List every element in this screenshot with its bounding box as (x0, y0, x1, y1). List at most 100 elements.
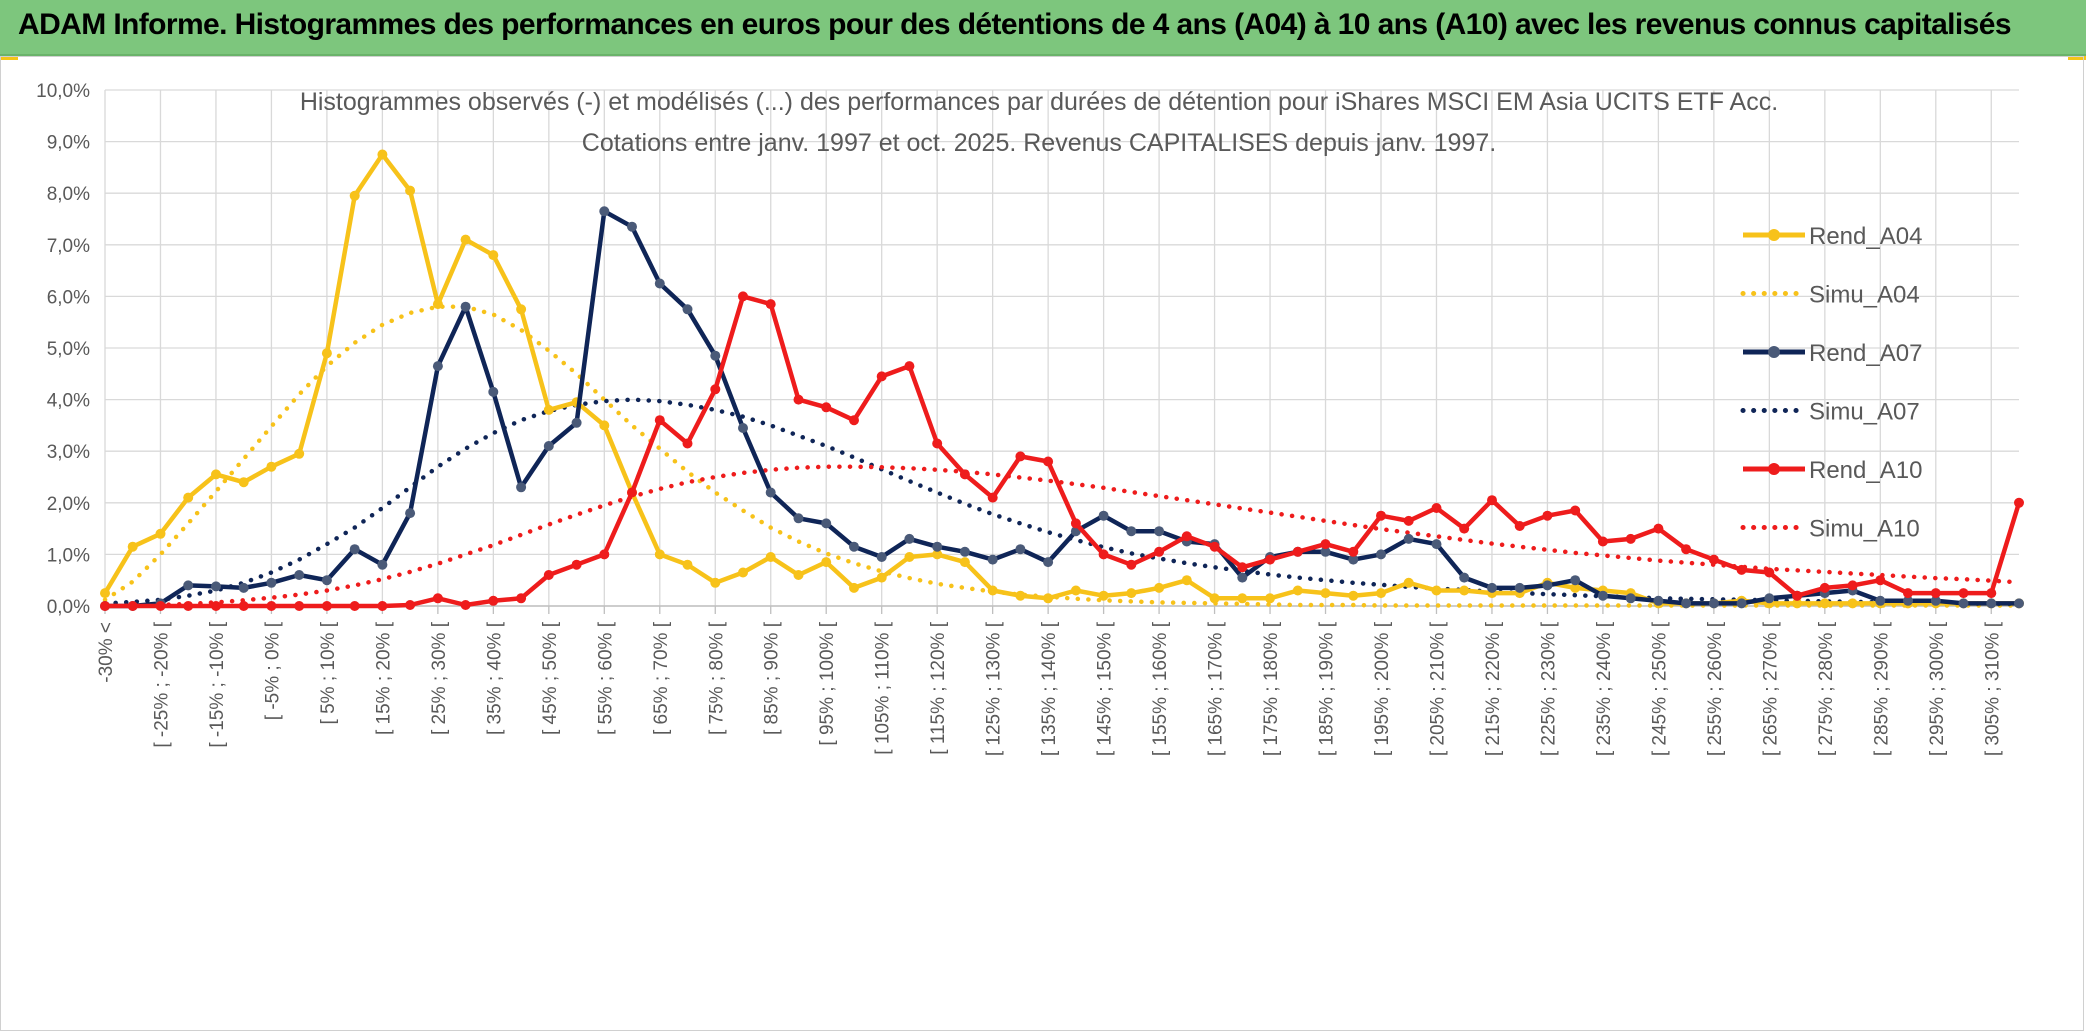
point-rend-a04 (1154, 582, 1165, 593)
point-rend-a07 (959, 546, 970, 557)
point-rend-a10 (571, 559, 582, 570)
point-rend-a07 (1403, 533, 1414, 544)
point-rend-a10 (238, 601, 249, 611)
point-rend-a07 (1043, 557, 1054, 568)
point-rend-a07 (377, 559, 388, 570)
point-rend-a10 (488, 595, 499, 606)
point-rend-a04 (932, 549, 943, 560)
point-rend-a10 (1736, 564, 1747, 575)
point-rend-a07 (904, 533, 915, 544)
point-rend-a07 (1320, 546, 1331, 557)
point-rend-a07 (1930, 595, 1941, 606)
point-rend-a07 (682, 304, 693, 315)
point-rend-a04 (1265, 593, 1275, 604)
point-rend-a07 (1764, 593, 1775, 604)
y-tick-label: 2,0% (47, 494, 90, 515)
x-tick-label: [ 255% ; 260% [ (1705, 621, 1726, 756)
x-tick-label: [ 55% ; 60% [ (595, 621, 616, 735)
x-tick-label: [ 215% ; 220% [ (1483, 621, 1504, 756)
legend-label: Simu_A10 (1809, 516, 1920, 543)
point-rend-a07 (821, 518, 832, 529)
point-rend-a04 (904, 552, 915, 562)
x-tick-label: [ 165% ; 170% [ (1206, 621, 1227, 756)
point-rend-a10 (377, 601, 388, 611)
report-title: ADAM Informe. Histogrammes des performan… (18, 8, 2012, 41)
point-rend-a07 (1348, 554, 1359, 565)
point-rend-a07 (349, 544, 360, 555)
point-rend-a04 (183, 492, 194, 503)
chart-frame: Histogrammes observés (-) et modélisés (… (0, 56, 2084, 1031)
grid-layer (104, 89, 2019, 607)
point-rend-a10 (987, 492, 998, 503)
x-tick-label: [ -25% ; -20% [ (151, 621, 172, 747)
histogram-chart: Histogrammes observés (-) et modélisés (… (36, 81, 2024, 756)
point-rend-a10 (959, 469, 970, 480)
point-rend-a07 (321, 575, 332, 586)
point-rend-a07 (1154, 526, 1165, 537)
x-tick-label: [ 295% ; 300% [ (1927, 621, 1948, 756)
point-rend-a04 (294, 448, 305, 459)
x-tick-label: [ 205% ; 210% [ (1427, 621, 1448, 756)
point-rend-a04 (377, 149, 388, 160)
point-rend-a10 (266, 601, 277, 611)
point-rend-a10 (1681, 544, 1692, 555)
point-rend-a10 (1986, 588, 1997, 599)
y-tick-label: 6,0% (47, 287, 90, 308)
point-rend-a07 (932, 541, 943, 552)
point-rend-a04 (543, 404, 554, 415)
point-rend-a10 (1514, 521, 1525, 531)
y-tick-label: 3,0% (47, 442, 90, 463)
point-rend-a10 (1431, 503, 1442, 513)
point-rend-a04 (127, 541, 138, 552)
x-tick-label: [ 155% ; 160% [ (1150, 621, 1171, 756)
point-rend-a04 (1320, 588, 1331, 599)
point-rend-a10 (876, 371, 887, 382)
point-rend-a04 (1376, 588, 1386, 599)
x-tick-label: -30% < (96, 622, 117, 683)
point-rend-a10 (460, 600, 471, 610)
point-rend-a04 (432, 299, 443, 310)
x-tick-label: [ 145% ; 150% [ (1095, 621, 1116, 756)
point-rend-a04 (654, 549, 665, 560)
point-rend-a07 (1542, 580, 1553, 591)
point-rend-a04 (1792, 598, 1803, 609)
point-rend-a07 (599, 206, 610, 217)
point-rend-a04 (849, 582, 859, 593)
x-tick-label: [ 65% ; 70% [ (651, 621, 672, 735)
point-rend-a10 (932, 438, 943, 449)
point-rend-a07 (211, 581, 221, 592)
point-rend-a07 (432, 361, 443, 372)
point-rend-a10 (1403, 515, 1414, 526)
point-rend-a10 (1542, 510, 1553, 521)
series-line-simu-a04 (102, 304, 2022, 608)
point-rend-a04 (349, 190, 360, 201)
point-rend-a07 (294, 570, 305, 580)
point-rend-a07 (710, 350, 721, 361)
point-rend-a07 (266, 577, 277, 588)
point-rend-a07 (765, 487, 776, 498)
point-rend-a10 (1958, 588, 1969, 599)
point-rend-a10 (1015, 451, 1026, 462)
y-tick-label: 7,0% (47, 236, 90, 257)
point-rend-a07 (1653, 595, 1664, 606)
point-rend-a07 (1986, 598, 1997, 609)
point-rend-a10 (1320, 539, 1331, 550)
point-rend-a10 (1930, 588, 1941, 599)
point-rend-a07 (571, 417, 582, 428)
point-rend-a04 (1348, 590, 1359, 601)
point-rend-a04 (1847, 598, 1858, 609)
point-rend-a07 (738, 423, 748, 433)
point-rend-a04 (1431, 585, 1442, 596)
point-rend-a10 (1043, 456, 1054, 467)
y-tick-label: 10,0% (36, 81, 90, 102)
point-rend-a07 (1376, 549, 1386, 560)
x-tick-label: [ 225% ; 230% [ (1538, 621, 1559, 756)
legend-marker (1768, 229, 1780, 241)
point-rend-a04 (765, 552, 776, 562)
point-rend-a10 (1126, 559, 1137, 570)
point-rend-a07 (987, 554, 998, 565)
point-rend-a10 (1154, 546, 1165, 557)
legend: Rend_A04 Simu_A04 Rend_A07 Simu_A07 Rend_A10… (1740, 223, 1922, 543)
point-rend-a10 (1348, 546, 1359, 557)
point-rend-a10 (321, 601, 332, 611)
